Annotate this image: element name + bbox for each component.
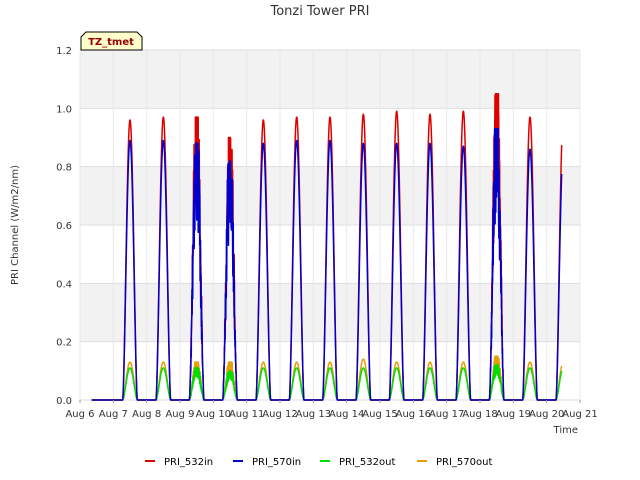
station-badge: TZ_tmet: [80, 31, 143, 51]
y-axis-label: PRI Channel (W/m2/nm): [10, 165, 21, 285]
x-tick-label: Aug 19: [496, 409, 531, 420]
x-tick-label: Aug 8: [132, 409, 161, 420]
y-tick-label: 1.0: [56, 104, 72, 115]
y-tick-label: 0.0: [56, 396, 72, 407]
chart-title: Tonzi Tower PRI: [270, 4, 370, 19]
badge-label: TZ_tmet: [88, 37, 134, 48]
grid-band: [80, 166, 580, 225]
x-tick-label: Aug 17: [429, 409, 464, 420]
x-tick-label: Aug 7: [99, 409, 128, 420]
legend-label: PRI_532in: [164, 457, 213, 468]
legend-item-pri_570in: PRI_570in: [233, 457, 301, 468]
x-tick-label: Aug 11: [229, 409, 264, 420]
x-tick-label: Aug 15: [362, 409, 397, 420]
legend-item-pri_532in: PRI_532in: [145, 457, 213, 468]
x-tick-label: Aug 14: [329, 409, 364, 420]
legend-label: PRI_570in: [252, 457, 301, 468]
legend-item-pri_532out: PRI_532out: [320, 457, 395, 468]
y-tick-label: 0.6: [56, 221, 72, 232]
x-tick-label: Aug 10: [196, 409, 231, 420]
legend-label: PRI_532out: [339, 457, 395, 468]
y-tick-label: 0.2: [56, 338, 72, 349]
x-tick-label: Aug 12: [262, 409, 297, 420]
x-axis-label: Time: [553, 425, 578, 436]
x-tick-label: Aug 13: [296, 409, 331, 420]
grid-band: [80, 283, 580, 342]
y-tick-label: 0.8: [56, 163, 72, 174]
series-line-pri_570in: [91, 128, 563, 401]
grid-band: [80, 50, 580, 109]
legend-label: PRI_570out: [436, 457, 492, 468]
x-tick-label: Aug 20: [529, 409, 564, 420]
y-tick-label: 0.4: [56, 279, 72, 290]
x-tick-label: Aug 21: [562, 409, 597, 420]
badge-box: [80, 31, 143, 51]
x-tick-label: Aug 6: [65, 409, 94, 420]
legend-item-pri_570out: PRI_570out: [417, 457, 492, 468]
y-axis-ticks: 0.0 0.2 0.4 0.6 0.8 1.0 1.2: [56, 46, 72, 407]
x-tick-label: Aug 18: [462, 409, 497, 420]
x-tick-label: Aug 16: [396, 409, 431, 420]
legend: PRI_532in PRI_570in PRI_532out PRI_570out: [145, 457, 492, 468]
series-lines: [91, 93, 563, 401]
x-tick-label: Aug 9: [165, 409, 194, 420]
y-tick-label: 1.2: [56, 46, 72, 57]
